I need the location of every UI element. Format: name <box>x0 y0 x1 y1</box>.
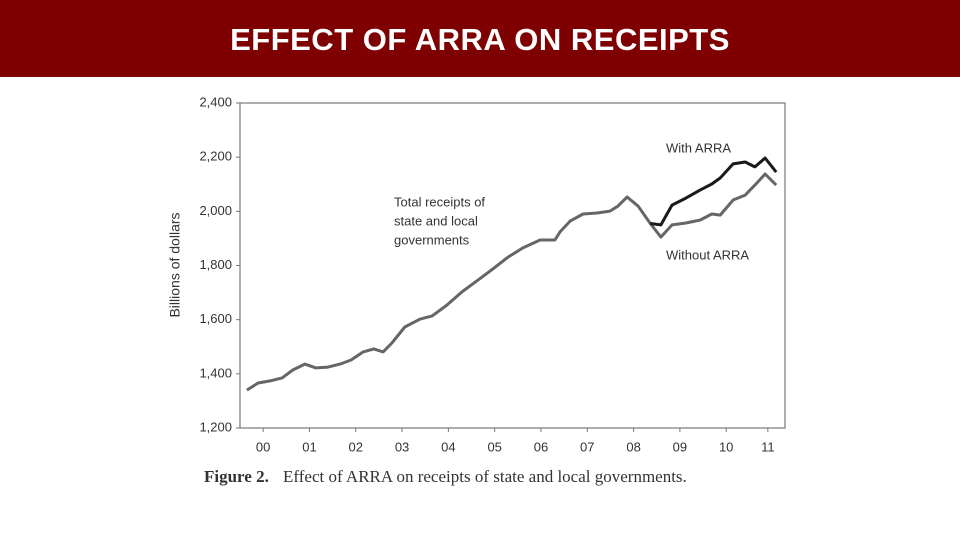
caption: Effect of ARRA on receipts of state and … <box>283 467 687 486</box>
x-tick-label: 08 <box>626 439 640 454</box>
chart: Billions of dollars Total receipts of st… <box>167 94 786 486</box>
y-tick-label: 1,200 <box>199 419 232 434</box>
x-tick-label: 11 <box>761 439 775 454</box>
x-tick-label: 07 <box>580 439 594 454</box>
x-tick-label: 03 <box>395 439 409 454</box>
x-tick-label: 05 <box>487 439 501 454</box>
series-line <box>246 172 778 392</box>
slide-title: EFFECT OF ARRA ON RECEIPTS <box>230 22 730 57</box>
x-tick-label: 06 <box>534 439 548 454</box>
series-line <box>650 156 778 227</box>
series-label: Without ARRA <box>666 247 749 262</box>
header-bar: EFFECT OF ARRA ON RECEIPTS <box>0 0 960 77</box>
y-tick-label: 2,200 <box>199 149 232 164</box>
y-axis-label: Billions of dollars <box>167 212 183 317</box>
y-tick-label: 2,000 <box>199 203 232 218</box>
annotation: governments <box>394 232 470 247</box>
x-tick-label: 02 <box>349 439 363 454</box>
series-label: With ARRA <box>666 140 731 155</box>
y-tick-label: 1,400 <box>199 365 232 380</box>
caption-label: Figure 2. <box>204 467 269 486</box>
y-tick-label: 1,800 <box>199 257 232 272</box>
x-tick-label: 04 <box>441 439 455 454</box>
x-tick-label: 00 <box>256 439 270 454</box>
annotation: Total receipts of <box>394 194 485 209</box>
annotation: state and local <box>394 213 478 228</box>
x-tick-label: 01 <box>302 439 316 454</box>
x-tick-label: 10 <box>719 439 733 454</box>
y-tick-label: 2,400 <box>199 94 232 109</box>
y-tick-label: 1,600 <box>199 311 232 326</box>
x-tick-label: 09 <box>673 439 687 454</box>
